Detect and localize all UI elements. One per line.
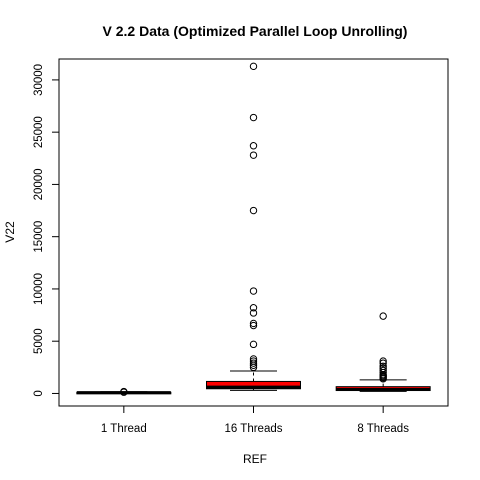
outlier-point [249,340,258,349]
box-group [76,387,172,396]
outlier-point [249,206,258,215]
y-tick-label: 10000 [33,273,45,305]
outlier-point [249,304,258,312]
outlier-point [249,357,258,365]
outlier-point [379,364,387,373]
x-axis-label: REF [243,452,267,466]
outlier-point [249,113,258,122]
outlier-point [249,321,258,330]
plot-frame [58,58,449,407]
y-axis-label: V22 [3,221,17,243]
outlier-point [249,151,258,159]
outlier-point [249,319,258,328]
x-tick-label: 16 Threads [225,423,283,435]
outlier-point [379,362,387,370]
y-tick-label: 0 [33,390,45,396]
outlier-point [249,309,258,317]
y-tick-label: 15000 [33,221,45,253]
outlier-point [379,366,387,375]
outlier-point [249,355,258,363]
outlier-point [249,359,258,367]
y-axis: 0 5000 10000 15000 20000 25000 30000 [33,64,60,397]
y-tick-label: 20000 [33,168,45,200]
y-tick-label: 5000 [33,328,45,354]
outlier-point [120,387,128,396]
outlier-point [379,357,387,365]
box-group [206,62,301,391]
outlier-point [249,62,258,71]
outlier-point [249,287,258,295]
outlier-point [249,142,258,150]
x-axis: 1 Thread 16 Threads 8 Threads [101,405,409,435]
box [206,380,301,390]
y-tick-label: 30000 [33,64,45,96]
x-tick-label: 8 Threads [357,423,409,435]
outlier-point [379,312,387,320]
x-tick-label: 1 Thread [101,423,147,435]
box-group [335,312,431,392]
chart-title: V 2.2 Data (Optimized Parallel Loop Unro… [103,23,408,39]
box-series [76,62,431,396]
y-tick-label: 25000 [33,116,45,148]
outlier-point [379,359,387,367]
